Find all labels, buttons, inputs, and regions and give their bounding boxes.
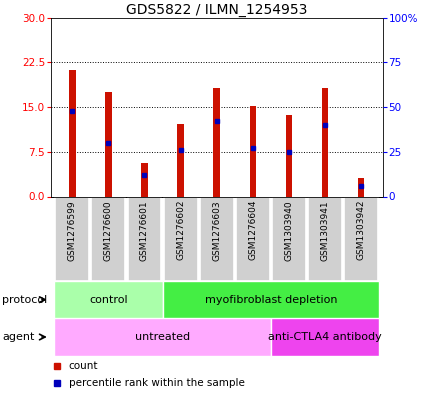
Text: GSM1276603: GSM1276603	[212, 200, 221, 261]
Bar	[105, 92, 112, 196]
Text: GSM1276600: GSM1276600	[104, 200, 113, 261]
Bar	[344, 196, 378, 281]
Bar	[54, 318, 271, 356]
Bar	[249, 107, 256, 196]
Title: GDS5822 / ILMN_1254953: GDS5822 / ILMN_1254953	[126, 3, 308, 17]
Bar	[308, 196, 342, 281]
Bar	[322, 88, 328, 196]
Bar	[236, 196, 270, 281]
Bar	[271, 318, 379, 356]
Bar	[200, 196, 234, 281]
Bar	[69, 70, 76, 196]
Text: control: control	[89, 295, 128, 305]
Bar	[177, 124, 184, 196]
Bar	[92, 196, 125, 281]
Bar	[128, 196, 161, 281]
Text: anti-CTLA4 antibody: anti-CTLA4 antibody	[268, 332, 382, 342]
Text: GSM1276601: GSM1276601	[140, 200, 149, 261]
Bar	[213, 88, 220, 196]
Text: count: count	[69, 361, 99, 371]
Bar	[162, 281, 379, 318]
Text: protocol: protocol	[2, 295, 48, 305]
Bar	[358, 178, 364, 196]
Text: agent: agent	[2, 332, 35, 342]
Text: percentile rank within the sample: percentile rank within the sample	[69, 378, 245, 387]
Text: GSM1276599: GSM1276599	[68, 200, 77, 261]
Bar	[141, 163, 148, 196]
Bar	[272, 196, 306, 281]
Text: GSM1303941: GSM1303941	[320, 200, 330, 261]
Text: GSM1276602: GSM1276602	[176, 200, 185, 261]
Text: untreated: untreated	[135, 332, 190, 342]
Bar	[286, 116, 292, 196]
Text: GSM1303940: GSM1303940	[284, 200, 293, 261]
Text: GSM1276604: GSM1276604	[248, 200, 257, 261]
Bar	[54, 281, 162, 318]
Text: GSM1303942: GSM1303942	[357, 200, 366, 261]
Text: myofibroblast depletion: myofibroblast depletion	[205, 295, 337, 305]
Bar	[55, 196, 89, 281]
Bar	[164, 196, 198, 281]
